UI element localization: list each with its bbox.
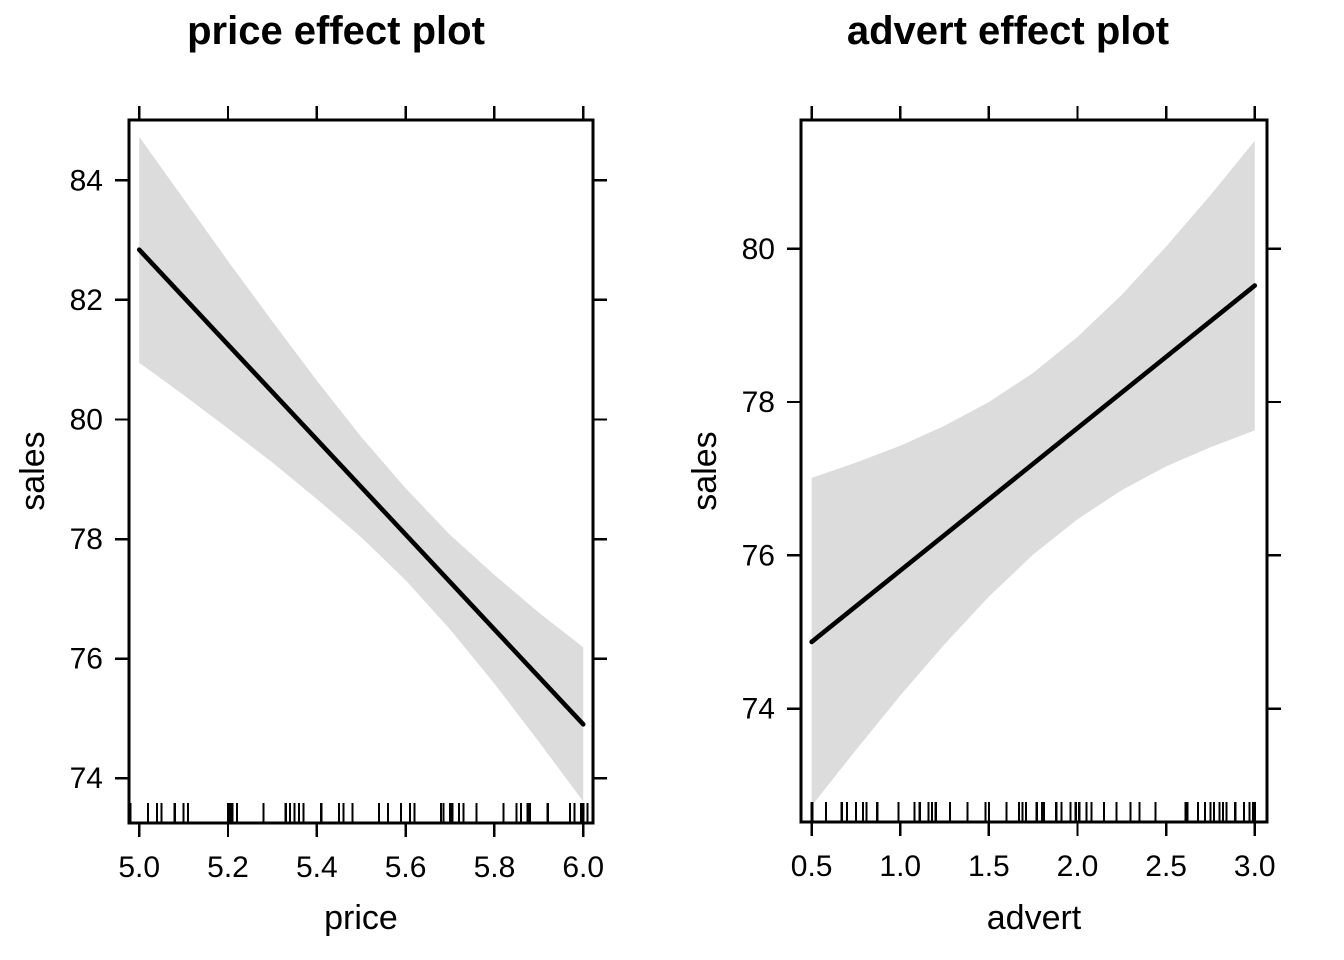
x-tick-label: 1.0 [879, 850, 921, 883]
y-axis-label-sales-right: sales [686, 431, 724, 511]
x-axis-label-price: price [324, 899, 398, 937]
tick-labels: 0.5 1.0 1.5 2.0 2.5 3.0 74 76 78 80 [742, 233, 1276, 883]
confidence-band [139, 136, 584, 802]
y-tick-label: 78 [70, 523, 103, 556]
panel-price: 5.0 5.2 5.4 5.6 5.8 6.0 74 76 78 80 82 84 [70, 106, 607, 884]
rug-marks [129, 803, 589, 823]
y-tick-label: 84 [70, 164, 103, 197]
y-tick-label: 74 [70, 762, 103, 795]
x-tick-label: 6.0 [562, 851, 604, 884]
x-tick-label: 1.5 [968, 850, 1010, 883]
x-tick-label: 5.6 [385, 851, 427, 884]
plot-box [799, 118, 1269, 824]
y-tick-label: 76 [70, 643, 103, 676]
x-axis-label-advert: advert [986, 899, 1082, 937]
y-tick-label: 78 [742, 386, 775, 419]
x-tick-label: 5.4 [296, 851, 338, 884]
x-tick-label: 5.2 [207, 851, 249, 884]
x-tick-label: 3.0 [1234, 850, 1276, 883]
x-tick-label: 5.8 [474, 851, 516, 884]
y-tick-label: 82 [70, 284, 103, 317]
y-tick-label: 76 [742, 539, 775, 572]
y-axis-label-sales-left: sales [14, 431, 52, 511]
y-tick-label: 80 [70, 403, 103, 436]
y-tick-label: 74 [742, 693, 775, 726]
panel-advert: 0.5 1.0 1.5 2.0 2.5 3.0 74 76 78 80 [742, 106, 1281, 883]
axis-ticks [115, 106, 607, 837]
x-tick-label: 2.0 [1057, 850, 1099, 883]
plot-box [127, 118, 595, 825]
tick-labels: 5.0 5.2 5.4 5.6 5.8 6.0 74 76 78 80 82 84 [70, 164, 604, 884]
x-tick-label: 2.5 [1145, 850, 1187, 883]
confidence-band [811, 140, 1255, 806]
y-tick-label: 80 [742, 233, 775, 266]
x-tick-label: 0.5 [791, 850, 833, 883]
axis-ticks [787, 106, 1281, 836]
x-tick-label: 5.0 [118, 851, 160, 884]
fit-line [136, 247, 586, 727]
fit-line [809, 283, 1258, 645]
rug-marks [810, 802, 1256, 822]
panel-title-advert: advert effect plot [846, 9, 1170, 53]
panel-title-price: price effect plot [187, 9, 485, 53]
